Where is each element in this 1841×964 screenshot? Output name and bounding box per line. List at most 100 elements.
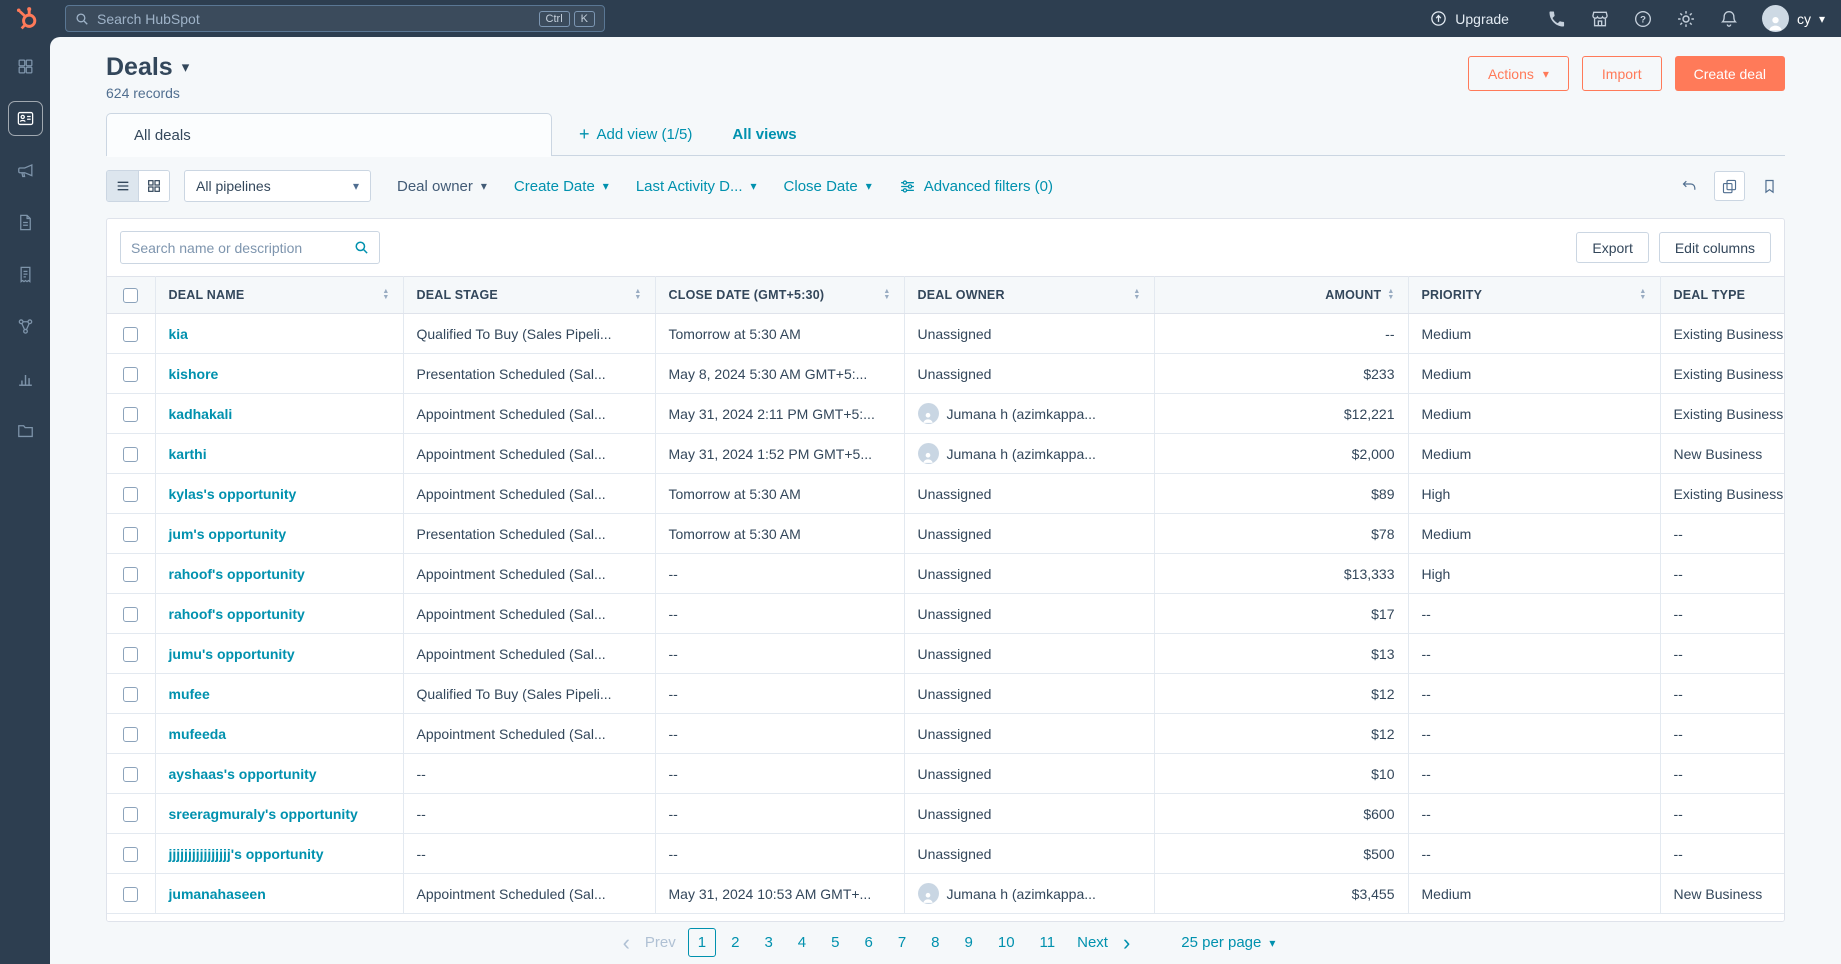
- revert-view-button[interactable]: [1674, 171, 1705, 201]
- page-button-2[interactable]: 2: [721, 928, 749, 957]
- per-page-select[interactable]: 25 per page ▾: [1181, 934, 1275, 951]
- filter-create-date[interactable]: Create Date ▾: [514, 178, 609, 195]
- all-views-link[interactable]: All views: [732, 126, 797, 143]
- column-header-deal-name[interactable]: DEAL NAME ▲ ▼: [155, 276, 404, 314]
- export-button[interactable]: Export: [1576, 232, 1649, 263]
- search-icon[interactable]: [354, 240, 369, 255]
- sidebar-item-data-management[interactable]: [8, 413, 43, 448]
- add-view-button[interactable]: + Add view (1/5): [579, 125, 692, 143]
- deal-name-link[interactable]: jjjjjjjjjjjjjjjj's opportunity: [168, 845, 324, 862]
- edit-columns-button[interactable]: Edit columns: [1658, 232, 1771, 263]
- row-checkbox[interactable]: [123, 806, 139, 822]
- list-view-button[interactable]: [107, 171, 138, 201]
- column-header-priority[interactable]: PRIORITY ▲ ▼: [1408, 276, 1661, 314]
- row-checkbox[interactable]: [123, 886, 139, 902]
- column-header-close-date[interactable]: CLOSE DATE (GMT+5:30) ▲ ▼: [655, 276, 905, 314]
- next-page-chevron[interactable]: ›: [1116, 931, 1137, 954]
- account-menu[interactable]: cy ▾: [1761, 5, 1825, 32]
- deal-name-link[interactable]: ayshaas's opportunity: [168, 765, 317, 782]
- deal-name-link[interactable]: kylas's opportunity: [168, 485, 297, 502]
- sort-icon[interactable]: ▲ ▼: [883, 288, 891, 301]
- sidebar-item-commerce[interactable]: [8, 257, 43, 292]
- marketplace-button[interactable]: [1590, 8, 1611, 29]
- tab-all-deals[interactable]: All deals: [106, 113, 552, 157]
- page-button-5[interactable]: 5: [821, 928, 849, 957]
- row-checkbox[interactable]: [123, 846, 139, 862]
- sort-icon[interactable]: ▲ ▼: [1639, 288, 1647, 301]
- deal-name-link[interactable]: jumanahaseen: [168, 885, 266, 902]
- column-header-amount[interactable]: AMOUNT ▲ ▼: [1154, 276, 1409, 314]
- sidebar-item-workspaces[interactable]: [8, 49, 43, 84]
- sidebar-item-automations[interactable]: [8, 309, 43, 344]
- row-checkbox[interactable]: [123, 366, 139, 382]
- sort-icon[interactable]: ▲ ▼: [1387, 288, 1395, 301]
- next-page-button[interactable]: Next: [1069, 934, 1116, 951]
- deal-name-link[interactable]: kishore: [168, 365, 219, 382]
- page-button-10[interactable]: 10: [988, 928, 1025, 957]
- row-checkbox[interactable]: [123, 606, 139, 622]
- save-view-button[interactable]: [1754, 171, 1785, 201]
- advanced-filters-button[interactable]: Advanced filters (0): [899, 178, 1053, 195]
- deal-name-link[interactable]: karthi: [168, 445, 207, 462]
- help-button[interactable]: ?: [1633, 8, 1654, 29]
- row-checkbox[interactable]: [123, 686, 139, 702]
- table-search[interactable]: [120, 231, 380, 264]
- column-header-deal-type[interactable]: DEAL TYPE: [1660, 276, 1784, 314]
- filter-deal-owner[interactable]: Deal owner ▾: [397, 178, 487, 195]
- deal-name-link[interactable]: kadhakali: [168, 405, 233, 422]
- calling-button[interactable]: [1547, 8, 1568, 29]
- deal-name-link[interactable]: mufee: [168, 685, 210, 702]
- deal-name-link[interactable]: mufeeda: [168, 725, 227, 742]
- row-checkbox[interactable]: [123, 526, 139, 542]
- row-checkbox[interactable]: [123, 486, 139, 502]
- page-button-1[interactable]: 1: [687, 928, 717, 957]
- upgrade-button[interactable]: Upgrade: [1430, 10, 1509, 27]
- page-button-11[interactable]: 11: [1030, 928, 1066, 957]
- prev-page-chevron[interactable]: ‹: [616, 931, 637, 954]
- create-deal-button[interactable]: Create deal: [1674, 56, 1785, 91]
- copy-view-button[interactable]: [1714, 171, 1745, 201]
- deal-name-link[interactable]: jumu's opportunity: [168, 645, 295, 662]
- actions-button[interactable]: Actions ▾: [1467, 56, 1569, 91]
- page-button-4[interactable]: 4: [788, 928, 816, 957]
- filter-last-activity[interactable]: Last Activity D... ▾: [636, 178, 757, 195]
- filter-close-date[interactable]: Close Date ▾: [784, 178, 872, 195]
- import-button[interactable]: Import: [1581, 56, 1662, 91]
- page-button-3[interactable]: 3: [754, 928, 782, 957]
- page-button-7[interactable]: 7: [888, 928, 916, 957]
- page-button-8[interactable]: 8: [921, 928, 949, 957]
- row-checkbox[interactable]: [123, 406, 139, 422]
- global-search[interactable]: Ctrl K: [65, 5, 605, 32]
- column-header-deal-owner[interactable]: DEAL OWNER ▲ ▼: [904, 276, 1155, 314]
- column-header-deal-stage[interactable]: DEAL STAGE ▲ ▼: [403, 276, 656, 314]
- page-button-6[interactable]: 6: [854, 928, 882, 957]
- deal-name-link[interactable]: jum's opportunity: [168, 525, 287, 542]
- row-checkbox[interactable]: [123, 566, 139, 582]
- row-checkbox[interactable]: [123, 326, 139, 342]
- sort-icon[interactable]: ▲ ▼: [1133, 288, 1141, 301]
- sidebar-item-crm[interactable]: [7, 101, 43, 136]
- title-caret-icon[interactable]: ▾: [181, 59, 190, 76]
- deal-name-link[interactable]: kia: [168, 325, 188, 342]
- row-checkbox[interactable]: [123, 446, 139, 462]
- notifications-button[interactable]: [1719, 8, 1740, 29]
- deal-name-link[interactable]: rahoof's opportunity: [168, 605, 305, 622]
- sidebar-item-reporting[interactable]: [8, 361, 43, 396]
- row-checkbox[interactable]: [123, 726, 139, 742]
- board-view-button[interactable]: [138, 171, 169, 201]
- settings-button[interactable]: [1676, 8, 1697, 29]
- select-all-checkbox[interactable]: [123, 287, 139, 303]
- row-checkbox[interactable]: [123, 766, 139, 782]
- table-search-input[interactable]: [131, 239, 346, 256]
- sort-icon[interactable]: ▲ ▼: [382, 288, 390, 301]
- sort-icon[interactable]: ▲ ▼: [634, 288, 642, 301]
- row-checkbox[interactable]: [123, 646, 139, 662]
- prev-page-button[interactable]: Prev: [637, 934, 684, 951]
- pipeline-select[interactable]: All pipelines ▾: [184, 170, 371, 202]
- deal-name-link[interactable]: sreeragmuraly's opportunity: [168, 805, 358, 822]
- hubspot-logo[interactable]: [14, 5, 41, 32]
- sidebar-item-content[interactable]: [8, 205, 43, 240]
- deal-name-link[interactable]: rahoof's opportunity: [168, 565, 305, 582]
- global-search-input[interactable]: [97, 10, 531, 27]
- sidebar-item-marketing[interactable]: [8, 153, 43, 188]
